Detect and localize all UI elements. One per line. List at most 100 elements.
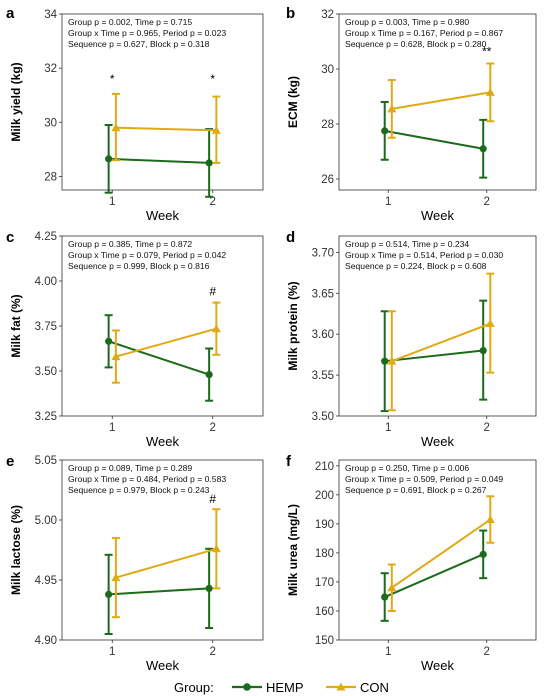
legend-hemp-marker bbox=[243, 683, 251, 691]
data-point bbox=[105, 155, 113, 163]
y-tick-label: 34 bbox=[44, 9, 57, 21]
y-tick-label: 3.60 bbox=[312, 329, 334, 341]
data-point bbox=[111, 573, 121, 582]
data-point bbox=[479, 346, 487, 355]
panel-d: d 3.50 3.55 3.60 3.65 3.70 1 2 Week Milk protein … bbox=[286, 229, 537, 449]
y-tick-label: 4.90 bbox=[35, 635, 57, 647]
stats-line: Sequence p = 0.224, Block p = 0.608 bbox=[345, 261, 487, 271]
y-tick-label: 3.25 bbox=[35, 411, 57, 423]
series-hemp bbox=[104, 314, 214, 402]
data-point bbox=[387, 104, 397, 113]
plot-frame bbox=[338, 13, 537, 191]
x-axis-label: Week bbox=[421, 208, 454, 223]
panel-f: f 150 160 170 180 190 200 210 1 2 Week Milk urea (m… bbox=[286, 453, 537, 673]
stats-line: Group p = 0.385, Time p = 0.872 bbox=[68, 239, 192, 249]
panel-label: e bbox=[6, 453, 14, 470]
series-line bbox=[384, 553, 484, 598]
y-tick-label: 180 bbox=[315, 548, 334, 560]
data-point bbox=[479, 145, 487, 153]
y-tick-label: 4.00 bbox=[35, 276, 57, 288]
stats-line: Sequence p = 0.691, Block p = 0.267 bbox=[345, 485, 487, 495]
x-tick-label: 2 bbox=[484, 646, 490, 658]
series-line bbox=[115, 327, 217, 358]
series-line bbox=[108, 587, 210, 596]
series-line bbox=[108, 157, 210, 164]
data-point bbox=[479, 550, 487, 558]
series-line bbox=[391, 518, 491, 589]
data-point bbox=[211, 324, 221, 333]
stats-line: Group x Time p = 0.965, Period p = 0.023 bbox=[68, 28, 226, 38]
y-axis-label: ECM (kg) bbox=[286, 76, 300, 128]
y-tick-label: 3.55 bbox=[312, 370, 334, 382]
panel-label: a bbox=[6, 5, 15, 22]
panels: a 28 30 32 34 1 2 Week Milk yield (kg) Group p = … bbox=[6, 5, 537, 673]
y-tick-label: 5.00 bbox=[35, 515, 57, 527]
series-hemp bbox=[380, 101, 488, 179]
y-tick-label: 3.50 bbox=[312, 411, 334, 423]
x-axis-label: Week bbox=[146, 208, 179, 223]
stats-line: Sequence p = 0.627, Block p = 0.318 bbox=[68, 39, 210, 49]
y-tick-label: 28 bbox=[321, 119, 334, 131]
panel-label: b bbox=[286, 5, 295, 22]
stats-line: Sequence p = 0.999, Block p = 0.816 bbox=[68, 261, 210, 271]
data-point bbox=[205, 584, 213, 593]
x-tick-label: 2 bbox=[484, 196, 490, 208]
significance-mark: * bbox=[110, 72, 115, 86]
x-tick-label: 2 bbox=[210, 646, 216, 658]
data-point bbox=[485, 87, 495, 96]
y-tick-label: 170 bbox=[315, 577, 334, 589]
plot-frame bbox=[61, 13, 264, 191]
y-tick-label: 3.50 bbox=[35, 366, 57, 378]
plot-frame bbox=[338, 235, 537, 417]
data-point bbox=[205, 159, 213, 167]
data-point bbox=[105, 590, 113, 599]
significance-mark: ** bbox=[482, 44, 492, 58]
x-tick-label: 1 bbox=[385, 196, 391, 208]
y-tick-label: 3.75 bbox=[35, 321, 57, 333]
series-hemp bbox=[380, 299, 488, 413]
stats-line: Group x Time p = 0.514, Period p = 0.030 bbox=[345, 250, 503, 260]
x-tick-label: 2 bbox=[484, 422, 490, 434]
stats-line: Group p = 0.089, Time p = 0.289 bbox=[68, 463, 192, 473]
y-tick-label: 32 bbox=[44, 63, 57, 75]
panel-c: c 3.25 3.50 3.75 4.00 4.25 1 2 Week Milk fat (%) G… bbox=[6, 229, 264, 449]
y-axis-label: Milk yield (kg) bbox=[9, 62, 23, 141]
series-line bbox=[108, 340, 210, 376]
series-con bbox=[387, 62, 495, 139]
x-tick-label: 1 bbox=[385, 646, 391, 658]
panel-label: f bbox=[286, 453, 292, 470]
panel-b: b 26 28 30 32 1 2 Week ECM (kg) Group p = 0.003, … bbox=[286, 5, 537, 223]
plot-frame bbox=[338, 459, 537, 641]
data-point bbox=[387, 583, 397, 592]
data-point bbox=[211, 125, 221, 134]
y-tick-label: 32 bbox=[321, 9, 334, 21]
significance-mark: * bbox=[210, 72, 215, 86]
stats-line: Group x Time p = 0.079, Period p = 0.042 bbox=[68, 250, 226, 260]
x-tick-label: 1 bbox=[385, 422, 391, 434]
stats-line: Group p = 0.003, Time p = 0.980 bbox=[345, 17, 469, 27]
stats-line: Sequence p = 0.979, Block p = 0.243 bbox=[68, 485, 210, 495]
data-point bbox=[211, 544, 221, 553]
series-con bbox=[387, 495, 495, 612]
series-con bbox=[111, 301, 221, 384]
data-point bbox=[105, 337, 113, 345]
x-axis-label: Week bbox=[421, 658, 454, 673]
panel-label: c bbox=[6, 229, 14, 246]
y-tick-label: 5.05 bbox=[35, 455, 57, 467]
significance-mark: # bbox=[209, 492, 216, 506]
data-point bbox=[111, 352, 121, 361]
x-axis-label: Week bbox=[421, 434, 454, 449]
legend-hemp-label: HEMP bbox=[266, 680, 304, 695]
series-con bbox=[111, 92, 221, 164]
series-hemp bbox=[104, 124, 214, 198]
series-line bbox=[115, 547, 217, 579]
y-tick-label: 190 bbox=[315, 519, 334, 531]
legend-con-label: CON bbox=[360, 680, 389, 695]
y-tick-label: 30 bbox=[321, 64, 334, 76]
data-point bbox=[205, 371, 213, 379]
series-hemp bbox=[104, 547, 214, 635]
data-point bbox=[111, 123, 121, 132]
x-axis-label: Week bbox=[146, 434, 179, 449]
y-tick-label: 30 bbox=[44, 117, 57, 129]
panel-a: a 28 30 32 34 1 2 Week Milk yield (kg) Group p = … bbox=[6, 5, 264, 223]
